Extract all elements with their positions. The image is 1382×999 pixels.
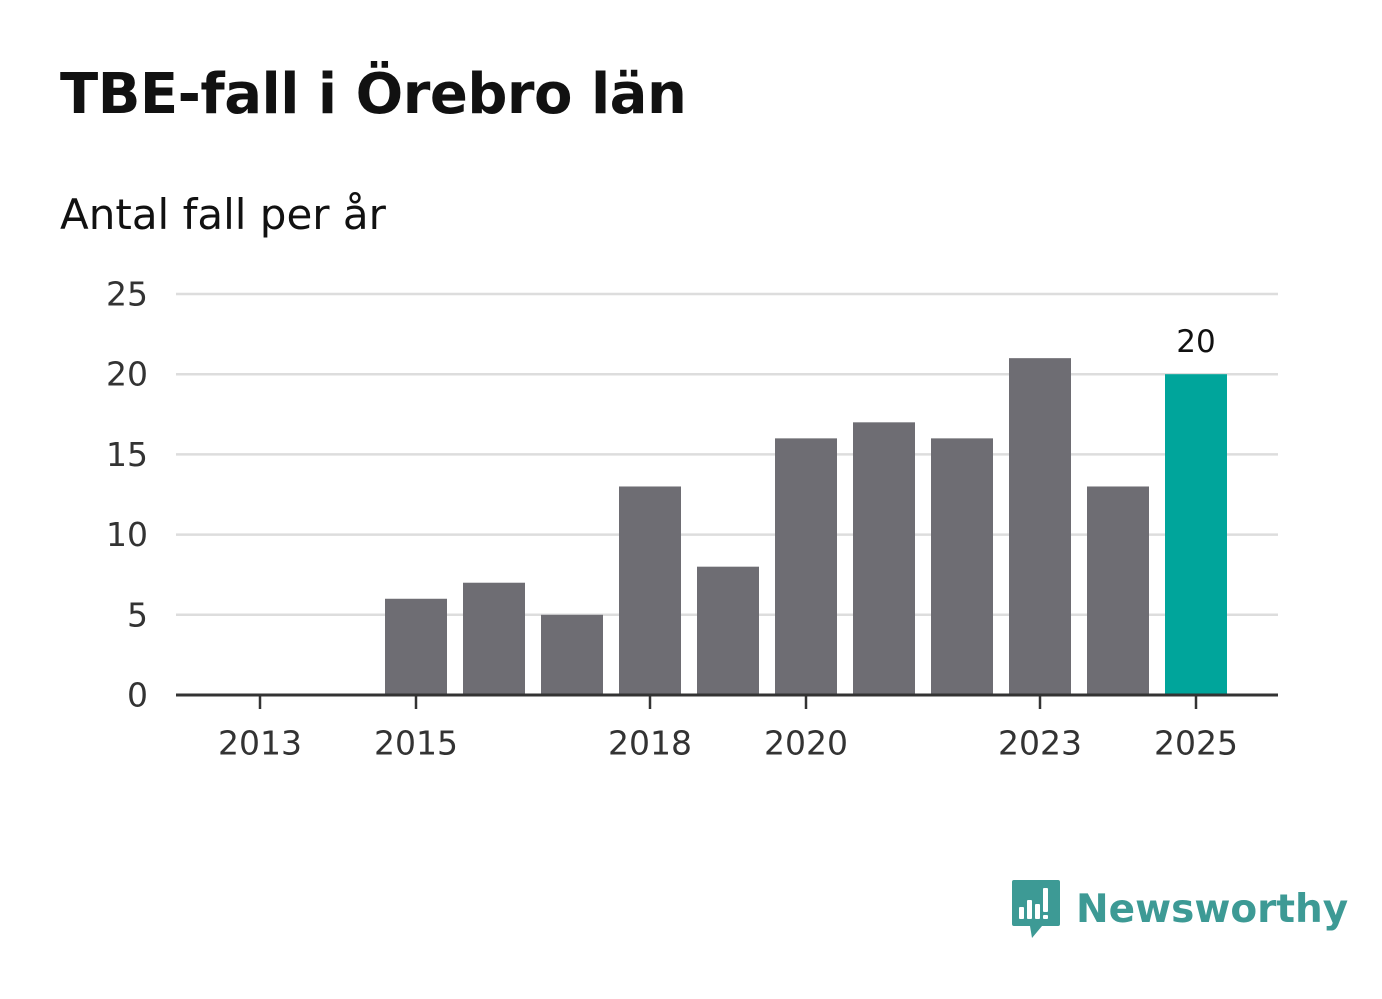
bar xyxy=(853,422,915,695)
bar xyxy=(775,438,837,695)
bar xyxy=(619,486,681,695)
chart-subtitle: Antal fall per år xyxy=(60,190,386,239)
bar xyxy=(385,598,447,695)
y-tick-label: 25 xyxy=(106,275,148,314)
x-tick-label: 2023 xyxy=(998,724,1082,763)
chart-title: TBE-fall i Örebro län xyxy=(60,62,687,127)
brand: Newsworthy xyxy=(1010,878,1348,940)
x-tick-label: 2013 xyxy=(218,724,302,763)
y-tick-label: 15 xyxy=(106,435,148,474)
bar xyxy=(541,614,603,695)
bar xyxy=(697,566,759,695)
data-label: 20 xyxy=(1176,324,1215,360)
bar xyxy=(1009,358,1071,695)
y-tick-label: 20 xyxy=(106,355,148,394)
bar-highlight xyxy=(1165,374,1227,695)
y-tick-label: 10 xyxy=(106,515,148,554)
x-tick-label: 2025 xyxy=(1154,724,1238,763)
bar xyxy=(931,438,993,695)
y-tick-label: 5 xyxy=(127,595,148,634)
x-tick-label: 2020 xyxy=(764,724,848,763)
y-tick-label: 0 xyxy=(127,676,148,715)
bar xyxy=(463,582,525,695)
brand-name: Newsworthy xyxy=(1076,886,1349,932)
x-tick-label: 2018 xyxy=(608,724,692,763)
x-tick-label: 2015 xyxy=(374,724,458,763)
newsworthy-logo-icon xyxy=(1012,880,1060,938)
bar xyxy=(1087,486,1149,695)
